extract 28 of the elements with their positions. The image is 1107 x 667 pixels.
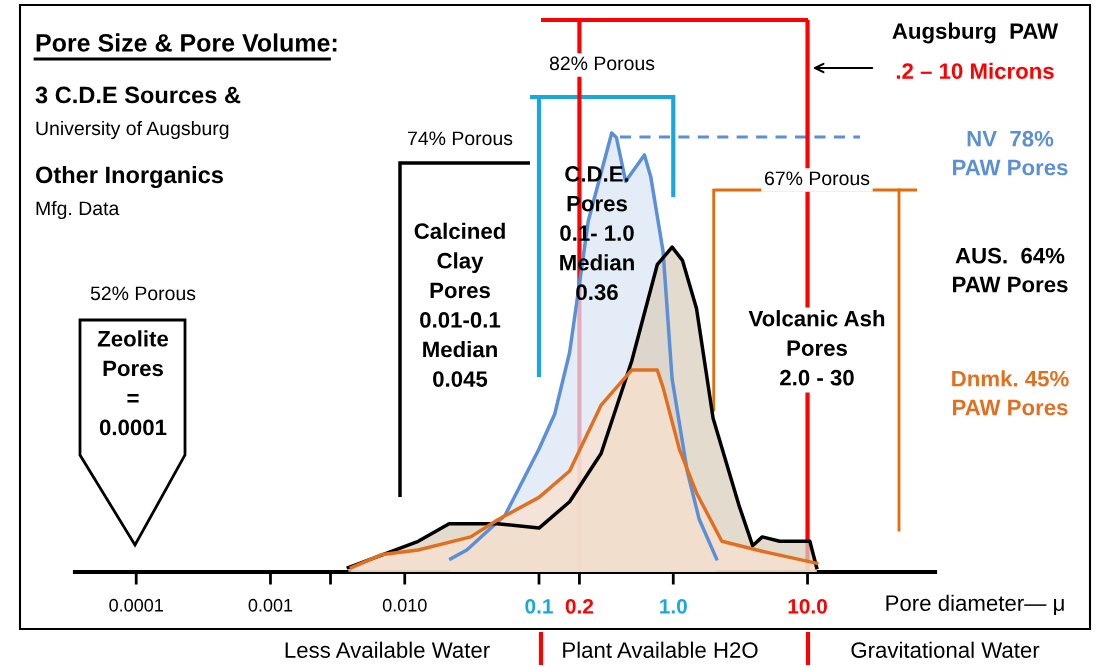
text: 82% Porous	[549, 56, 655, 71]
text: Dnmk. 45% PAW Pores	[952, 370, 1069, 416]
chart-title: Pore Size & Pore Volume:	[36, 33, 337, 52]
annotation: Mfg. Data	[36, 200, 120, 220]
text: AUS. 64% PAW Pores	[953, 247, 1068, 293]
annotation: Zeolite Pores = 0.0001	[97, 330, 169, 436]
x-axis-title: Pore diameter— μ	[886, 594, 1064, 616]
x-tick-label: 1.0	[660, 598, 687, 614]
text: .2 – 10 Microns	[896, 62, 1054, 79]
text: 3 C.D.E Sources &	[35, 86, 241, 104]
x-tick-label: 0.001	[248, 598, 293, 612]
text: Plant Available H2O	[563, 641, 758, 658]
x-tick-label: 0.1	[525, 598, 553, 614]
annotation: 52% Porous	[90, 286, 196, 301]
annotation: University of Augsburg	[36, 120, 229, 140]
text: Augsburg PAW	[892, 22, 1059, 44]
x-tick-label: 0.0001	[109, 598, 163, 612]
annotation: 74% Porous	[408, 131, 513, 146]
text: Gravitational Water	[851, 641, 1040, 658]
text: NV 78% PAW Pores	[953, 130, 1068, 176]
text: Less Available Water	[285, 641, 490, 658]
annotation: Calcined Clay Pores 0.01-0.1 Median 0.045	[414, 222, 505, 387]
annotation: 67% Porous	[765, 171, 870, 186]
x-tick-label: 0.2	[565, 598, 594, 614]
annotation: Volcanic Ash Pores 2.0 - 30	[748, 310, 885, 386]
annotation: Other Inorganics	[35, 165, 223, 189]
x-tick-label: 0.010	[382, 598, 427, 612]
x-tick-label: 10.0	[788, 598, 827, 614]
